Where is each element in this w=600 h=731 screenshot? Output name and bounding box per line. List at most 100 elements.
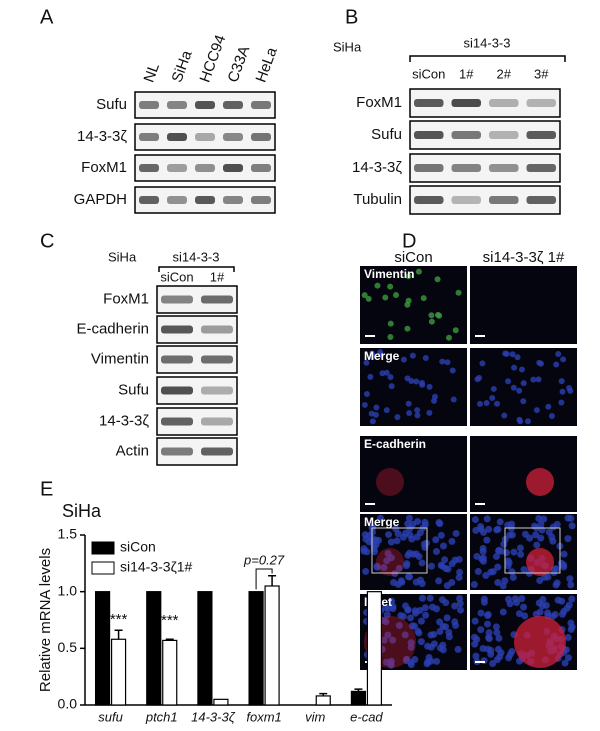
nucleus (406, 410, 413, 417)
nucleus (503, 350, 510, 357)
lane-label: NL (141, 61, 164, 85)
nucleus (426, 409, 433, 416)
nucleus (456, 606, 464, 614)
image-label: Vimentin (364, 267, 414, 281)
nucleus (434, 276, 441, 283)
nucleus (414, 407, 421, 414)
nucleus (394, 414, 401, 421)
nucleus (373, 404, 380, 411)
bar (366, 591, 383, 706)
nucleus (385, 604, 393, 612)
nucleus (482, 571, 490, 579)
band (139, 101, 159, 109)
nucleus (536, 576, 544, 584)
band (414, 164, 444, 172)
band (161, 417, 193, 426)
nucleus (494, 563, 502, 571)
nucleus (506, 600, 514, 608)
column-label: siCon (394, 249, 432, 266)
band (223, 101, 243, 109)
nucleus (474, 568, 482, 576)
nucleus (369, 353, 376, 360)
nucleus (495, 547, 503, 555)
y-tick-label: 0.5 (58, 639, 78, 655)
lane-label: siCon (160, 269, 193, 284)
nucleus (494, 525, 502, 533)
nucleus (485, 525, 493, 533)
band (251, 133, 271, 141)
nucleus (419, 594, 427, 602)
error-bar (165, 638, 174, 641)
nucleus (489, 568, 497, 576)
nucleus (384, 549, 392, 557)
nucleus (454, 645, 462, 653)
band (489, 164, 519, 172)
nucleus (442, 623, 450, 631)
error-bar (268, 575, 277, 586)
nucleus (387, 374, 394, 381)
nucleus (402, 562, 410, 570)
nucleus (412, 578, 420, 586)
inset-box (504, 527, 561, 574)
band (526, 131, 556, 139)
band (223, 164, 243, 172)
band (526, 196, 556, 204)
x-tick-label: e-cad (350, 709, 383, 724)
treatment: si14-3-3 (464, 35, 511, 50)
nucleus (494, 579, 502, 587)
nucleus (526, 534, 534, 542)
nucleus (564, 634, 572, 642)
nucleus (558, 378, 565, 385)
nucleus (483, 620, 491, 628)
nucleus (390, 579, 398, 587)
nucleus (369, 418, 376, 425)
band (526, 164, 556, 172)
band (201, 447, 233, 456)
nucleus (520, 603, 528, 611)
x-tick-label: ptch1 (145, 709, 178, 724)
nucleus (520, 566, 528, 574)
nucleus (449, 367, 456, 374)
bar (94, 591, 111, 706)
nucleus (421, 604, 429, 612)
nucleus (490, 385, 497, 392)
nucleus (431, 393, 438, 400)
error-bar (114, 629, 123, 640)
band (161, 386, 193, 395)
nucleus (417, 617, 425, 625)
nucleus (387, 283, 394, 290)
annotation: *** (110, 611, 128, 628)
nucleus (427, 643, 435, 651)
nucleus (558, 610, 566, 618)
row-label: Sufu (371, 126, 402, 143)
bar (264, 585, 280, 706)
nucleus (559, 388, 566, 395)
bracket (409, 55, 566, 62)
panel-label: D (402, 230, 416, 252)
nucleus (565, 385, 572, 392)
legend-label: siCon (120, 539, 156, 555)
ecad-stain (526, 548, 554, 576)
nucleus (373, 562, 381, 570)
row-label: Actin (116, 442, 149, 459)
nucleus (479, 557, 487, 565)
nucleus (518, 595, 526, 603)
nucleus (366, 531, 374, 539)
image-label: Merge (364, 349, 400, 363)
nucleus (413, 378, 420, 385)
nucleus (565, 601, 573, 609)
band (526, 99, 556, 107)
nucleus (421, 518, 429, 526)
nucleus (383, 611, 391, 619)
band (451, 196, 481, 204)
nucleus (501, 577, 509, 585)
nucleus (544, 609, 552, 617)
nucleus (516, 387, 523, 394)
band (139, 133, 159, 141)
nucleus (428, 312, 435, 319)
nucleus (422, 355, 429, 362)
nucleus (505, 559, 513, 567)
nucleus (510, 548, 518, 556)
nucleus (502, 549, 510, 557)
